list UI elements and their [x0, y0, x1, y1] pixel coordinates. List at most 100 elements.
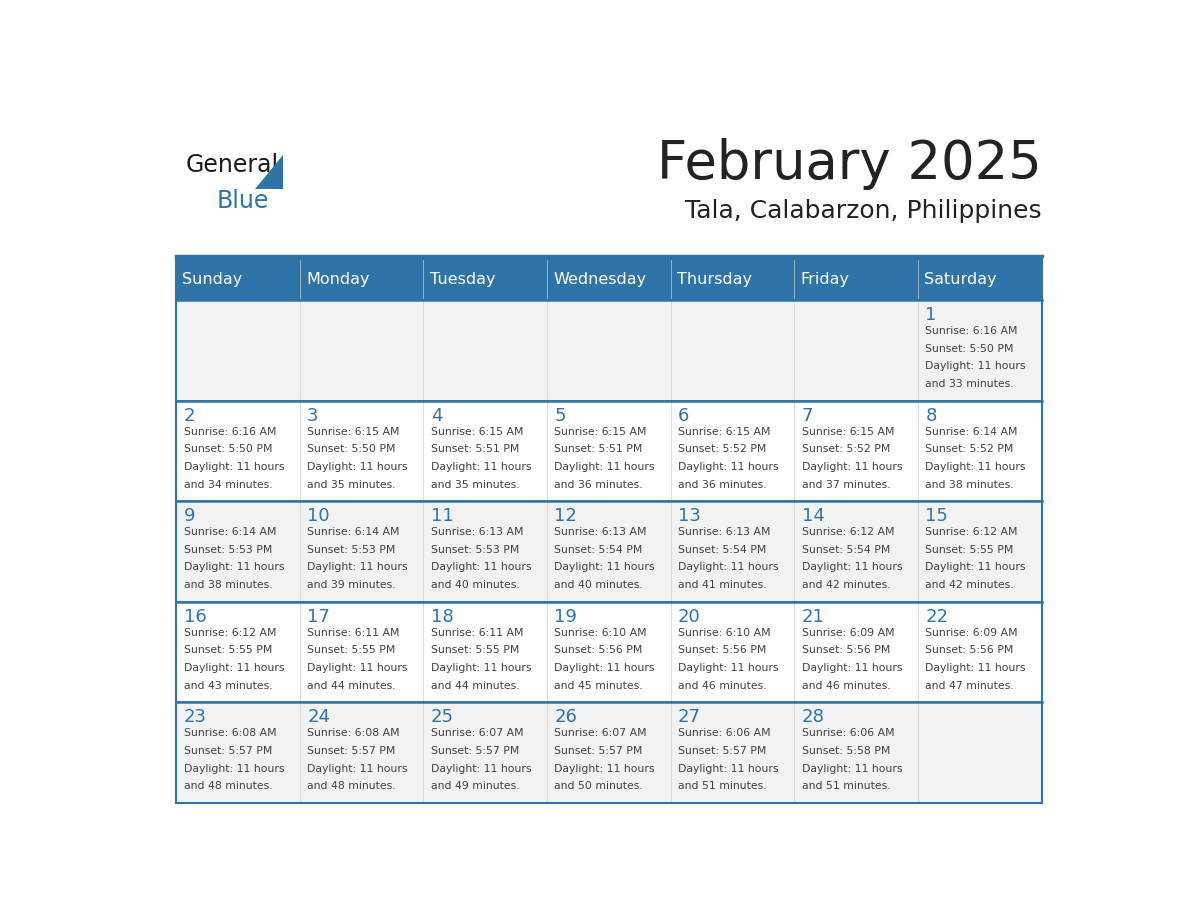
Text: Sunset: 5:50 PM: Sunset: 5:50 PM [925, 343, 1013, 353]
Bar [918, 702, 1042, 803]
Text: Sunset: 5:54 PM: Sunset: 5:54 PM [555, 545, 643, 554]
Text: 8: 8 [925, 407, 936, 425]
Text: Sunset: 5:56 PM: Sunset: 5:56 PM [925, 645, 1013, 655]
Text: Daylight: 11 hours: Daylight: 11 hours [431, 563, 531, 573]
Text: 3: 3 [308, 407, 318, 425]
Text: and 36 minutes.: and 36 minutes. [555, 479, 643, 489]
Text: Daylight: 11 hours: Daylight: 11 hours [802, 462, 902, 472]
Text: Daylight: 11 hours: Daylight: 11 hours [431, 764, 531, 774]
Text: 18: 18 [431, 608, 454, 626]
Text: Daylight: 11 hours: Daylight: 11 hours [555, 764, 655, 774]
Text: Daylight: 11 hours: Daylight: 11 hours [308, 764, 407, 774]
Text: 14: 14 [802, 507, 824, 525]
Text: 7: 7 [802, 407, 814, 425]
Text: Sunrise: 6:14 AM: Sunrise: 6:14 AM [925, 427, 1018, 437]
Text: and 48 minutes.: and 48 minutes. [183, 781, 272, 791]
Text: Sunrise: 6:14 AM: Sunrise: 6:14 AM [308, 527, 399, 537]
Text: 16: 16 [183, 608, 207, 626]
Text: 5: 5 [555, 407, 565, 425]
Text: 1: 1 [925, 306, 936, 324]
Text: Sunrise: 6:09 AM: Sunrise: 6:09 AM [802, 628, 895, 638]
Text: Sunrise: 6:16 AM: Sunrise: 6:16 AM [183, 427, 276, 437]
Bar [671, 400, 795, 501]
Text: Sunset: 5:52 PM: Sunset: 5:52 PM [678, 444, 766, 454]
Text: Sunset: 5:55 PM: Sunset: 5:55 PM [925, 545, 1013, 554]
Text: and 46 minutes.: and 46 minutes. [678, 680, 766, 690]
Bar [423, 300, 546, 400]
Text: Sunrise: 6:15 AM: Sunrise: 6:15 AM [802, 427, 895, 437]
Text: and 43 minutes.: and 43 minutes. [183, 680, 272, 690]
Text: Daylight: 11 hours: Daylight: 11 hours [431, 462, 531, 472]
Text: 9: 9 [183, 507, 195, 525]
Text: Daylight: 11 hours: Daylight: 11 hours [925, 462, 1026, 472]
Bar [423, 259, 546, 300]
Text: 25: 25 [431, 709, 454, 726]
Text: Sunrise: 6:07 AM: Sunrise: 6:07 AM [555, 729, 647, 738]
Text: and 44 minutes.: and 44 minutes. [431, 680, 519, 690]
Bar [299, 259, 423, 300]
Text: and 41 minutes.: and 41 minutes. [678, 580, 766, 590]
Text: and 39 minutes.: and 39 minutes. [308, 580, 396, 590]
Text: and 40 minutes.: and 40 minutes. [431, 580, 519, 590]
Text: Daylight: 11 hours: Daylight: 11 hours [925, 563, 1026, 573]
Text: 11: 11 [431, 507, 454, 525]
Bar [176, 601, 299, 702]
Text: Sunrise: 6:08 AM: Sunrise: 6:08 AM [308, 729, 400, 738]
Text: 23: 23 [183, 709, 207, 726]
Bar [299, 501, 423, 601]
Text: Sunrise: 6:12 AM: Sunrise: 6:12 AM [183, 628, 276, 638]
Bar [299, 601, 423, 702]
Text: 22: 22 [925, 608, 948, 626]
Bar [795, 702, 918, 803]
Text: Sunrise: 6:15 AM: Sunrise: 6:15 AM [308, 427, 399, 437]
Bar [176, 501, 299, 601]
Text: and 50 minutes.: and 50 minutes. [555, 781, 643, 791]
Text: Sunset: 5:58 PM: Sunset: 5:58 PM [802, 746, 890, 756]
Bar [423, 501, 546, 601]
Text: Saturday: Saturday [924, 272, 997, 286]
Text: and 42 minutes.: and 42 minutes. [802, 580, 890, 590]
Text: Daylight: 11 hours: Daylight: 11 hours [308, 563, 407, 573]
Bar [918, 259, 1042, 300]
Bar [176, 259, 299, 300]
Bar [671, 300, 795, 400]
Text: Sunset: 5:57 PM: Sunset: 5:57 PM [678, 746, 766, 756]
Text: Daylight: 11 hours: Daylight: 11 hours [183, 462, 284, 472]
Text: Sunrise: 6:15 AM: Sunrise: 6:15 AM [678, 427, 771, 437]
Text: Sunset: 5:50 PM: Sunset: 5:50 PM [308, 444, 396, 454]
Text: Sunrise: 6:09 AM: Sunrise: 6:09 AM [925, 628, 1018, 638]
Text: Sunset: 5:54 PM: Sunset: 5:54 PM [678, 545, 766, 554]
Text: 28: 28 [802, 709, 824, 726]
Text: Sunrise: 6:16 AM: Sunrise: 6:16 AM [925, 326, 1018, 336]
Text: Daylight: 11 hours: Daylight: 11 hours [555, 563, 655, 573]
Bar [423, 702, 546, 803]
Text: Tala, Calabarzon, Philippines: Tala, Calabarzon, Philippines [685, 198, 1042, 222]
Text: Sunset: 5:53 PM: Sunset: 5:53 PM [431, 545, 519, 554]
Text: Sunset: 5:50 PM: Sunset: 5:50 PM [183, 444, 272, 454]
Text: and 40 minutes.: and 40 minutes. [555, 580, 643, 590]
Text: Sunset: 5:53 PM: Sunset: 5:53 PM [183, 545, 272, 554]
Polygon shape [255, 155, 283, 188]
Bar [423, 601, 546, 702]
Text: Sunset: 5:53 PM: Sunset: 5:53 PM [308, 545, 396, 554]
Text: Monday: Monday [307, 272, 369, 286]
Bar [546, 601, 671, 702]
Text: Sunrise: 6:10 AM: Sunrise: 6:10 AM [678, 628, 771, 638]
Text: Sunset: 5:55 PM: Sunset: 5:55 PM [308, 645, 396, 655]
Bar [546, 259, 671, 300]
Text: Sunset: 5:57 PM: Sunset: 5:57 PM [183, 746, 272, 756]
Text: Sunset: 5:54 PM: Sunset: 5:54 PM [802, 545, 890, 554]
Text: Sunset: 5:51 PM: Sunset: 5:51 PM [431, 444, 519, 454]
Text: Sunrise: 6:11 AM: Sunrise: 6:11 AM [431, 628, 523, 638]
Bar [918, 501, 1042, 601]
Bar [176, 400, 299, 501]
Bar [546, 702, 671, 803]
Bar [918, 400, 1042, 501]
Text: 21: 21 [802, 608, 824, 626]
Text: 20: 20 [678, 608, 701, 626]
Text: Sunrise: 6:10 AM: Sunrise: 6:10 AM [555, 628, 647, 638]
Text: 6: 6 [678, 407, 689, 425]
Text: 19: 19 [555, 608, 577, 626]
Text: Sunrise: 6:13 AM: Sunrise: 6:13 AM [431, 527, 523, 537]
Text: Daylight: 11 hours: Daylight: 11 hours [183, 563, 284, 573]
